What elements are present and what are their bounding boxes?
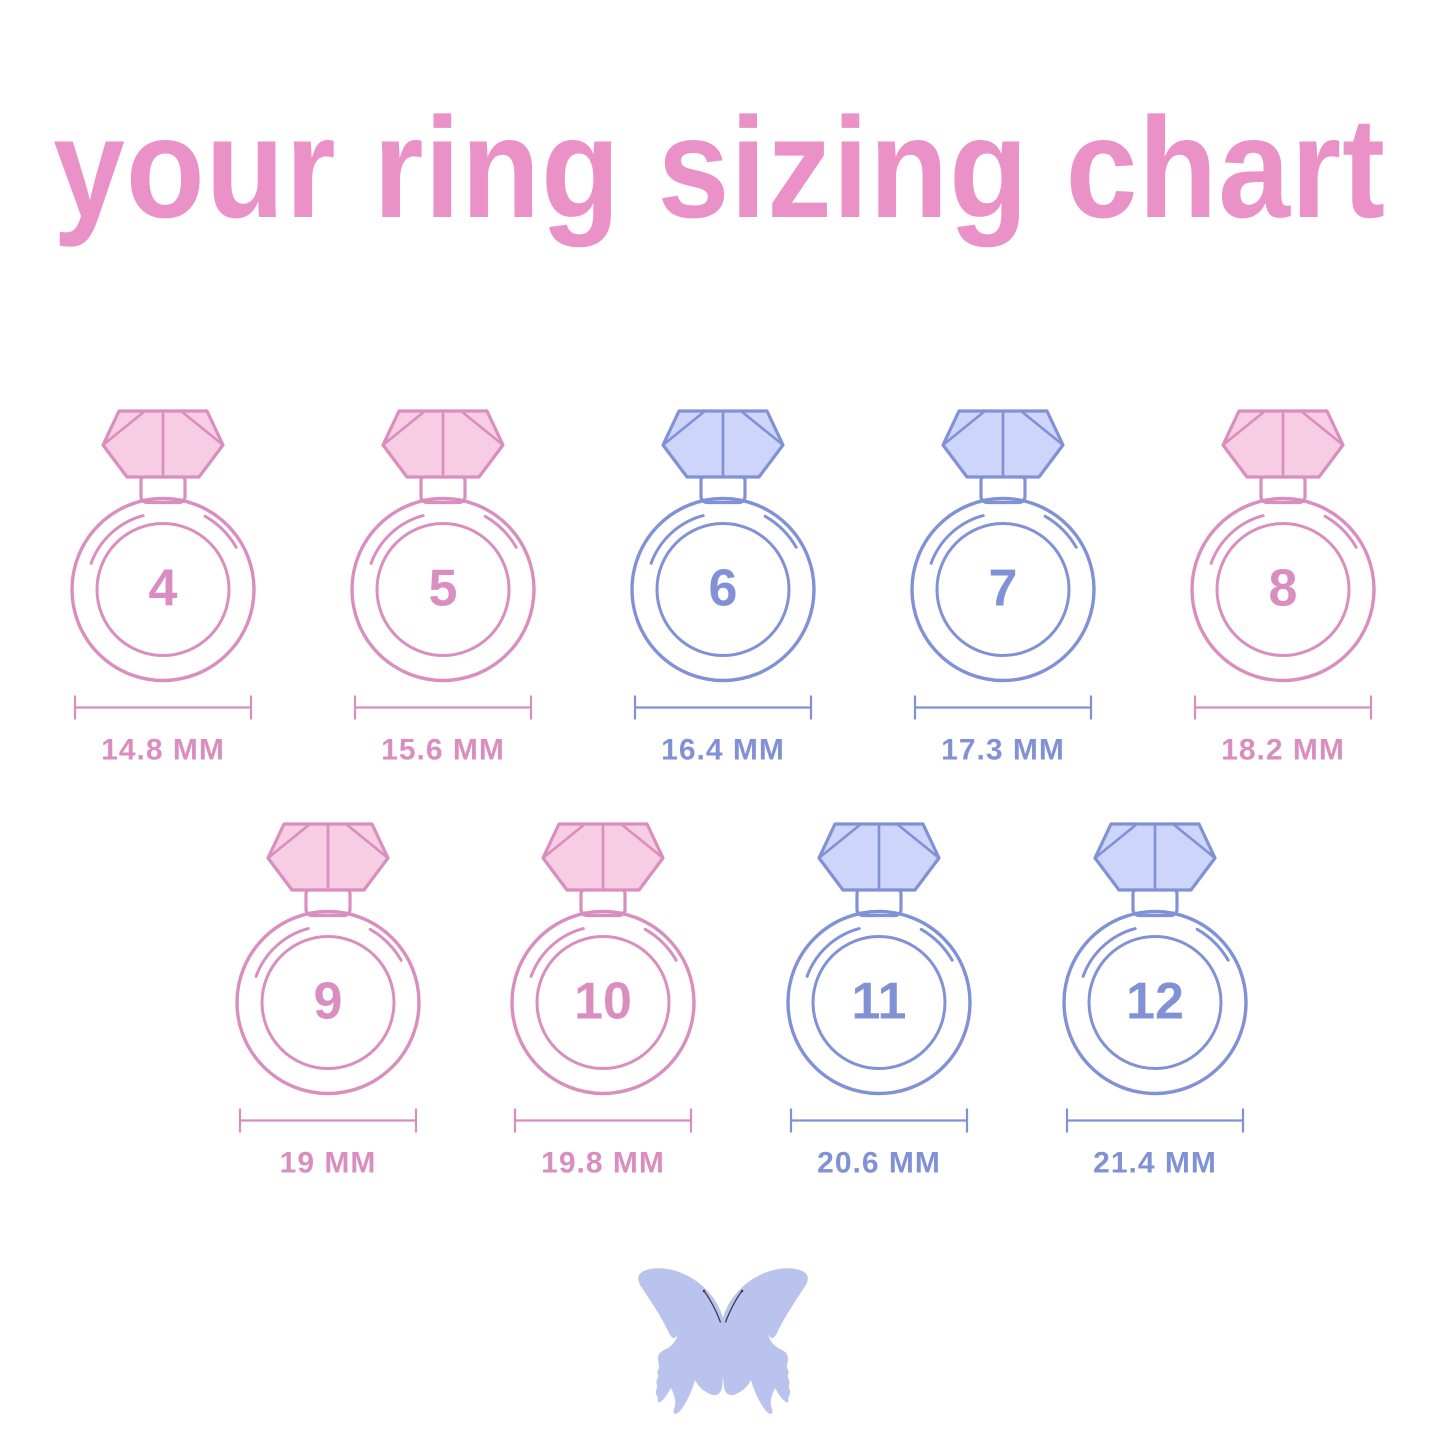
svg-text:14.8 MM: 14.8 MM <box>101 733 225 766</box>
svg-text:15.6 MM: 15.6 MM <box>381 733 505 766</box>
svg-text:6: 6 <box>709 559 738 617</box>
svg-text:12: 12 <box>1126 972 1184 1030</box>
svg-text:5: 5 <box>429 559 458 617</box>
svg-text:18.2 MM: 18.2 MM <box>1221 733 1345 766</box>
svg-text:16.4 MM: 16.4 MM <box>661 733 785 766</box>
svg-text:20.6 MM: 20.6 MM <box>817 1146 941 1179</box>
svg-text:19 MM: 19 MM <box>279 1146 376 1179</box>
svg-text:17.3 MM: 17.3 MM <box>941 733 1065 766</box>
svg-text:8: 8 <box>1269 559 1298 617</box>
svg-text:19.8 MM: 19.8 MM <box>542 1146 666 1179</box>
svg-text:21.4 MM: 21.4 MM <box>1093 1146 1217 1179</box>
svg-text:11: 11 <box>852 972 907 1030</box>
svg-text:7: 7 <box>989 559 1018 617</box>
svg-text:10: 10 <box>574 972 632 1030</box>
svg-text:4: 4 <box>149 559 178 617</box>
svg-text:9: 9 <box>313 972 342 1030</box>
